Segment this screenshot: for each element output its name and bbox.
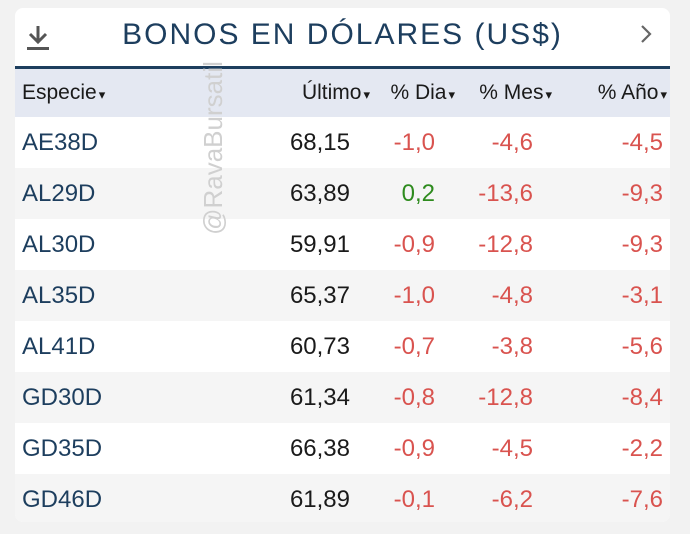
last-price: 66,38 xyxy=(289,435,350,462)
table-row[interactable]: AL30D 59,91 -0,9 -12,8 -9,3 xyxy=(15,219,670,270)
yearly-change: -4,5 xyxy=(621,129,663,156)
sort-caret-icon: ▾ xyxy=(545,87,552,102)
yearly-change: -3,1 xyxy=(621,282,663,309)
column-dia-label: % Dia xyxy=(390,81,447,104)
column-ultimo-label: Último xyxy=(301,81,362,104)
monthly-change: -12,8 xyxy=(478,231,533,258)
monthly-change: -13,6 xyxy=(478,180,533,207)
table-row[interactable]: AL35D 65,37 -1,0 -4,8 -3,1 xyxy=(15,270,670,321)
monthly-change: -12,8 xyxy=(478,384,533,411)
ticker-link[interactable]: GD35D xyxy=(22,435,103,462)
table-row[interactable]: AE38D 68,15 -1,0 -4,6 -4,5 xyxy=(15,117,670,168)
sort-caret-icon: ▾ xyxy=(448,87,455,102)
yearly-change: -8,4 xyxy=(621,384,663,411)
daily-change: -1,0 xyxy=(393,129,435,156)
daily-change: 0,2 xyxy=(401,180,435,207)
yearly-change: -2,2 xyxy=(621,435,663,462)
table-row[interactable]: GD30D 61,34 -0,8 -12,8 -8,4 xyxy=(15,372,670,423)
last-price: 61,34 xyxy=(289,384,350,411)
watermark: @RavaBursatil xyxy=(198,61,228,235)
monthly-change: -4,6 xyxy=(491,129,533,156)
daily-change: -0,7 xyxy=(393,333,435,360)
last-price: 65,37 xyxy=(289,282,350,309)
column-especie[interactable]: Especie ▾ xyxy=(22,69,105,117)
sort-caret-icon: ▾ xyxy=(660,87,667,102)
ticker-link[interactable]: AE38D xyxy=(22,129,99,156)
daily-change: -0,1 xyxy=(393,486,435,513)
ticker-link[interactable]: AL41D xyxy=(22,333,96,360)
last-price: 60,73 xyxy=(289,333,350,360)
daily-change: -0,9 xyxy=(393,231,435,258)
table-row[interactable]: AL41D 60,73 -0,7 -3,8 -5,6 xyxy=(15,321,670,372)
ticker-link[interactable]: AL30D xyxy=(22,231,96,258)
ticker-link[interactable]: GD30D xyxy=(22,384,103,411)
monthly-change: -4,5 xyxy=(491,435,533,462)
bonos-card: BONOS EN DÓLARES (US$) Especie ▾ Último ▾ … xyxy=(15,8,670,522)
chevron-right-icon[interactable] xyxy=(638,22,654,46)
column-ano-label: % Año xyxy=(597,81,659,104)
last-price: 61,89 xyxy=(289,486,350,513)
column-ano[interactable]: % Año ▾ xyxy=(598,69,667,117)
daily-change: -0,9 xyxy=(393,435,435,462)
table-row[interactable]: GD46D 61,89 -0,1 -6,2 -7,6 xyxy=(15,474,670,522)
table-row[interactable]: AL29D 63,89 0,2 -13,6 -9,3 xyxy=(15,168,670,219)
yearly-change: -9,3 xyxy=(621,180,663,207)
ticker-link[interactable]: AL29D xyxy=(22,180,96,207)
last-price: 68,15 xyxy=(289,129,350,156)
table-header: Especie ▾ Último ▾ % Dia ▾ % Mes ▾ % Año ▾ xyxy=(15,69,670,117)
last-price: 59,91 xyxy=(289,231,350,258)
column-ultimo[interactable]: Último ▾ xyxy=(302,69,370,117)
monthly-change: -3,8 xyxy=(491,333,533,360)
last-price: 63,89 xyxy=(289,180,350,207)
column-mes[interactable]: % Mes ▾ xyxy=(479,69,552,117)
daily-change: -1,0 xyxy=(393,282,435,309)
column-dia[interactable]: % Dia ▾ xyxy=(390,69,455,117)
yearly-change: -7,6 xyxy=(621,486,663,513)
table-row[interactable]: GD35D 66,38 -0,9 -4,5 -2,2 xyxy=(15,423,670,474)
card-header: BONOS EN DÓLARES (US$) xyxy=(15,8,670,66)
download-icon[interactable] xyxy=(25,24,51,52)
ticker-link[interactable]: GD46D xyxy=(22,486,103,513)
yearly-change: -5,6 xyxy=(621,333,663,360)
header-divider xyxy=(15,66,670,69)
sort-caret-icon: ▾ xyxy=(98,87,106,102)
column-especie-label: Especie xyxy=(22,81,97,104)
sort-caret-icon: ▾ xyxy=(363,87,370,102)
ticker-link[interactable]: AL35D xyxy=(22,282,96,309)
card-title: BONOS EN DÓLARES (US$) xyxy=(122,18,563,51)
monthly-change: -6,2 xyxy=(491,486,533,513)
daily-change: -0,8 xyxy=(393,384,435,411)
monthly-change: -4,8 xyxy=(491,282,533,309)
column-mes-label: % Mes xyxy=(479,81,544,104)
yearly-change: -9,3 xyxy=(621,231,663,258)
